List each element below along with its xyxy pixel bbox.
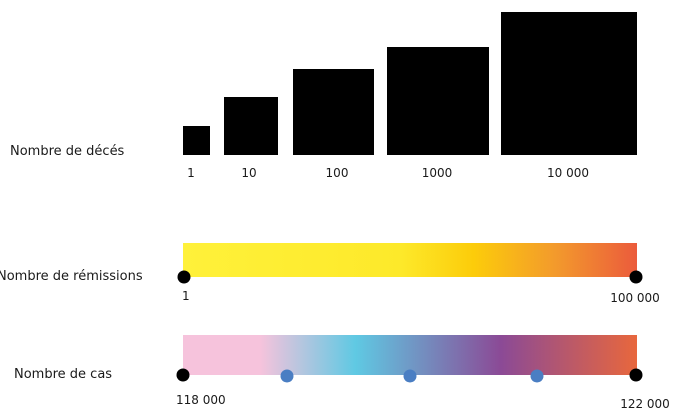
cases-gradient-bar xyxy=(183,335,637,375)
deaths-tick-label: 1 xyxy=(187,166,195,180)
remissions-max-marker xyxy=(629,270,643,284)
remissions-min-label: 1 xyxy=(182,289,190,303)
cases-point-marker xyxy=(403,369,417,383)
deaths-tick-label: 1000 xyxy=(421,166,453,180)
cases-max-marker xyxy=(629,368,643,382)
cases-min-marker xyxy=(176,368,190,382)
cases-point-marker xyxy=(280,369,294,383)
deaths-tick-label: 10 000 xyxy=(547,166,589,180)
deaths-tick-label: 100 xyxy=(325,166,349,180)
cases-min-label: 118 000 xyxy=(176,393,226,407)
deaths-square xyxy=(183,126,210,155)
cases-max-label: 122 000 xyxy=(620,397,670,411)
deaths-tick-label: 10 xyxy=(241,166,257,180)
cases-label: Nombre de cas xyxy=(14,367,113,382)
deaths-square xyxy=(224,97,278,155)
deaths-square xyxy=(293,69,374,155)
deaths-label: Nombre de décés xyxy=(10,144,125,159)
remissions-min-marker xyxy=(177,270,191,284)
deaths-square xyxy=(387,47,489,155)
deaths-square xyxy=(501,12,637,155)
remissions-gradient-bar xyxy=(183,243,637,277)
remissions-max-label: 100 000 xyxy=(610,291,660,305)
remissions-label: Nombre de rémissions xyxy=(0,269,143,284)
cases-point-marker xyxy=(530,369,544,383)
